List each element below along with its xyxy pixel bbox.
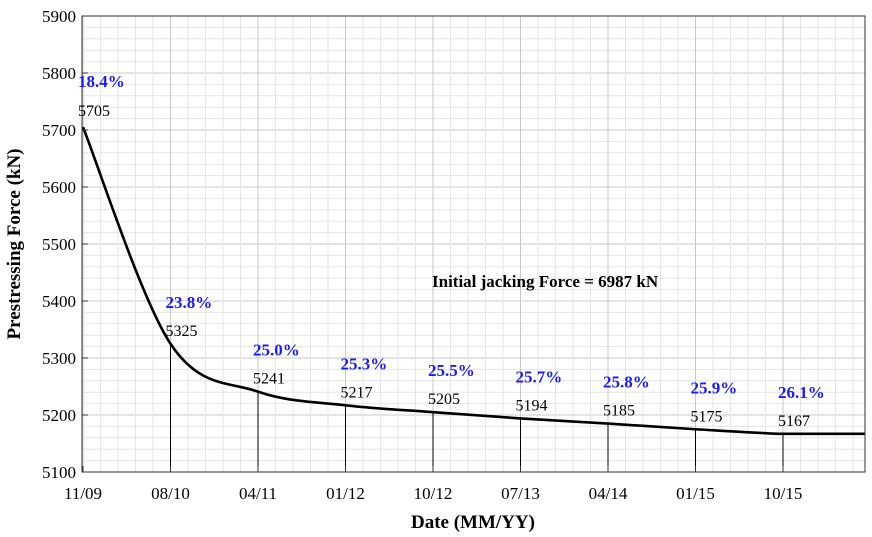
force-curve [81,126,865,436]
loss-percent-label: 18.4% [78,72,125,91]
x-tick-label: 08/10 [151,484,190,503]
x-tick-label: 11/09 [64,484,102,503]
value-label: 5217 [341,384,373,401]
x-tick-label: 04/11 [239,484,277,503]
y-tick-label: 5200 [42,406,76,425]
x-axis-label: Date (MM/YY) [411,512,535,533]
x-tick-label: 10/12 [414,484,453,503]
loss-percent-label: 23.8% [166,293,213,312]
grid [82,15,865,473]
loss-percent-label: 25.9% [691,378,738,397]
value-label: 5167 [778,413,810,430]
y-tick-label: 5800 [42,64,76,83]
value-drop-lines [170,343,784,472]
jacking-force-annotation: Initial jacking Force = 6987 kN [432,272,659,291]
value-label: 5705 [78,103,110,120]
loss-percent-label: 25.3% [341,354,388,373]
value-label: 5205 [428,391,460,408]
value-label: 5241 [253,371,285,388]
y-tick-label: 5300 [42,349,76,368]
loss-percent-label: 25.0% [253,341,300,360]
y-tick-label: 5500 [42,235,76,254]
y-tick-label: 5700 [42,121,76,140]
x-tick-label: 01/15 [676,484,715,503]
value-label: 5325 [166,323,198,340]
value-label: 5194 [516,397,548,414]
y-axis-label: Prestressing Force (kN) [4,148,25,339]
x-tick-label: 07/13 [501,484,540,503]
x-tick-label: 04/14 [589,484,628,503]
x-axis-ticks: 11/09 08/10 04/11 01/12 10/12 07/13 04/14 01/15… [64,466,802,503]
y-tick-label: 5600 [42,178,76,197]
loss-percent-label: 25.8% [603,373,650,392]
y-tick-label: 5400 [42,292,76,311]
point-labels: 5705 18.4% 5325 23.8% 5241 25.0% 5217 25.3% 5205… [78,72,825,430]
y-tick-label: 5900 [42,7,76,26]
value-label: 5185 [603,403,635,420]
loss-percent-label: 25.5% [428,361,475,380]
y-axis-ticks: 5100 5200 5300 5400 5500 5600 5700 5800 5900 [42,7,88,482]
y-tick-label: 5100 [42,463,76,482]
x-tick-label: 10/15 [764,484,803,503]
x-tick-label: 01/12 [326,484,365,503]
loss-percent-label: 25.7% [516,367,563,386]
loss-percent-label: 26.1% [778,383,825,402]
value-label: 5175 [691,408,723,425]
